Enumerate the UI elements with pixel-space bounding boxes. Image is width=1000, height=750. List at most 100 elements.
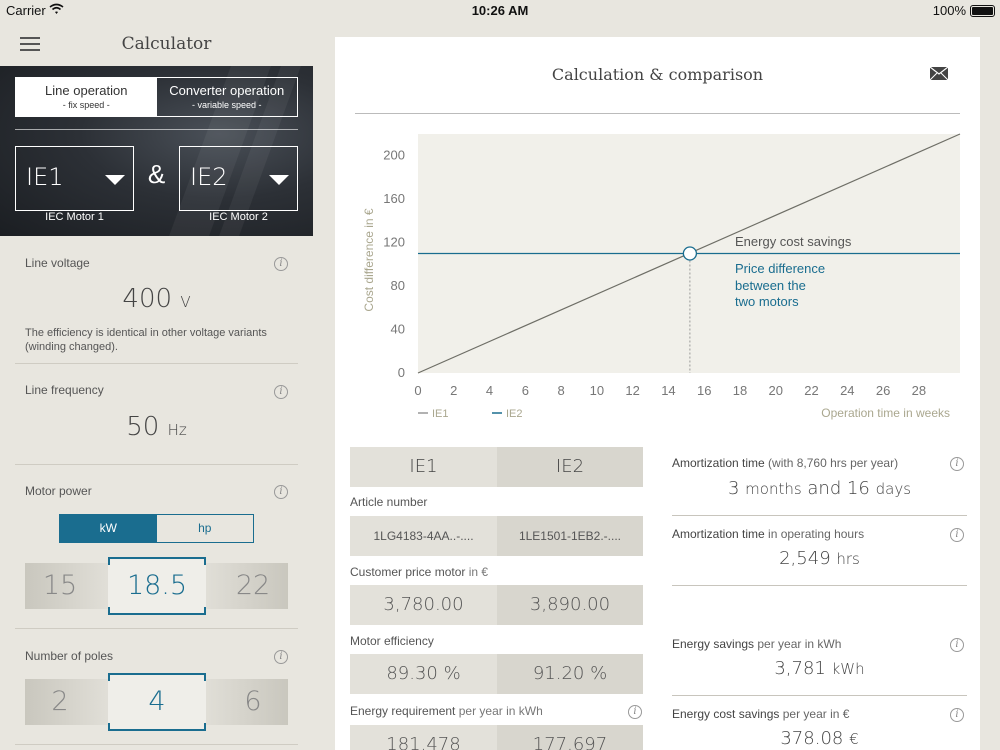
picker-selection-frame [108, 673, 206, 731]
legend-label-ie1: IE1 [432, 408, 449, 420]
motor2-caption: IEC Motor 2 [209, 211, 268, 223]
x-axis-label: Operation time in weeks [821, 406, 950, 420]
divider [15, 628, 298, 629]
info-icon[interactable]: i [274, 485, 288, 499]
y-tick-label: 40 [391, 322, 405, 337]
y-tick-label: 200 [383, 148, 405, 163]
motor2-dropdown[interactable]: IE2 [179, 146, 298, 211]
info-icon[interactable]: i [274, 385, 288, 399]
legend-label-ie2: IE2 [506, 408, 523, 420]
hp-option[interactable]: hp [198, 521, 212, 535]
page-title: Calculation & comparison [551, 65, 764, 84]
status-bar: Carrier 10:26 AM 100% [0, 0, 1000, 22]
envelope-icon[interactable] [930, 67, 948, 80]
divider [15, 129, 298, 130]
picker-selected-value: 4 [148, 686, 166, 717]
x-tick-label: 12 [625, 383, 639, 398]
y-tick-label: 80 [391, 278, 405, 293]
info-icon[interactable]: i [950, 528, 964, 542]
price-annotation-line1: Price difference [735, 261, 825, 276]
power-unit-toggle: kW hp [59, 514, 254, 543]
line-voltage-value: 400 V [122, 284, 191, 314]
info-icon[interactable]: i [274, 257, 288, 271]
motor-selection-panel: Line operation - fix speed - Converter o… [0, 66, 313, 236]
energy-requirement-label: Energy requirement per year in kWh [350, 704, 543, 718]
table-header-ie2: IE2 [497, 447, 643, 487]
divider [672, 515, 967, 516]
motor-power-picker[interactable]: 15 18.5 22 [25, 557, 288, 615]
motor-efficiency-ie1: 89.30 % [350, 654, 497, 694]
y-tick-label: 120 [383, 235, 405, 250]
energy-cost-savings-value: 378.08 € [780, 728, 859, 749]
price-annotation-line2: between the [735, 278, 806, 293]
line-operation-option[interactable]: Line operation - fix speed - [16, 78, 157, 116]
kw-option[interactable]: kW [60, 515, 157, 542]
y-tick-labels: 0 40 80 120 160 200 [383, 148, 405, 380]
energy-requirement-ie1: 181,478 [350, 725, 497, 750]
x-tick-label: 24 [840, 383, 854, 398]
hamburger-menu-icon[interactable] [20, 37, 40, 51]
ampersand: & [147, 159, 166, 189]
x-tick-label: 10 [590, 383, 604, 398]
poles-picker[interactable]: 2 4 6 [25, 673, 288, 731]
amortization-hours-value: 2,549 hrs [779, 548, 860, 569]
x-tick-label: 20 [769, 383, 783, 398]
x-tick-label: 14 [661, 383, 675, 398]
y-axis-label: Cost difference in € [362, 208, 376, 311]
energy-savings-value: 3,781 kWh [774, 658, 865, 679]
dropdown-arrow-icon [105, 175, 125, 185]
x-tick-label: 28 [912, 383, 926, 398]
picker-next-value[interactable]: 6 [244, 686, 262, 717]
x-tick-label: 6 [522, 383, 529, 398]
voltage-note: The efficiency is identical in other vol… [25, 327, 267, 353]
x-tick-label: 18 [733, 383, 747, 398]
carrier-label: Carrier [6, 3, 46, 18]
article-number-label: Article number [350, 495, 428, 509]
clock: 10:26 AM [471, 3, 529, 18]
motor1-caption: IEC Motor 1 [45, 211, 104, 223]
amortization-time-label: Amortization time (with 8,760 hrs per ye… [672, 456, 899, 470]
table-header-ie1: IE1 [350, 447, 497, 487]
motor-efficiency-ie2: 91.20 % [497, 654, 643, 694]
divider [672, 695, 967, 696]
picker-prev-value[interactable]: 2 [51, 686, 69, 717]
amortization-hours-label: Amortization time in operating hours [672, 527, 865, 541]
info-icon[interactable]: i [274, 650, 288, 664]
customer-price-ie1: 3,780.00 [350, 585, 497, 625]
motor1-dropdown[interactable]: IE1 [15, 146, 134, 211]
picker-selected-value: 18.5 [126, 570, 188, 601]
x-tick-label: 22 [804, 383, 818, 398]
legend: IE1 IE2 [418, 408, 523, 420]
wifi-icon [49, 3, 64, 14]
line-frequency-value: 50 Hz [126, 412, 187, 442]
info-icon[interactable]: i [950, 708, 964, 722]
picker-prev-value[interactable]: 15 [42, 570, 78, 601]
picker-selection-frame [108, 557, 206, 615]
motor-power-label: Motor power [25, 484, 92, 498]
intersection-marker [682, 246, 698, 261]
info-icon[interactable]: i [950, 638, 964, 652]
x-tick-labels: 0 2 4 6 8 10 12 14 16 18 20 22 24 26 28 [414, 383, 926, 398]
info-icon[interactable]: i [950, 457, 964, 471]
price-annotation-line3: two motors [735, 294, 799, 309]
energy-requirement-ie2: 177,697 [497, 725, 643, 750]
sidebar-title: Calculator [121, 34, 212, 54]
y-tick-label: 160 [383, 191, 405, 206]
x-tick-label: 4 [486, 383, 493, 398]
x-tick-label: 2 [450, 383, 457, 398]
article-number-ie1: 1LG4183-4AA..-.... [350, 516, 497, 556]
line-frequency-label: Line frequency [25, 383, 104, 397]
picker-next-value[interactable]: 22 [235, 570, 271, 601]
operation-mode-segmented-control: Line operation - fix speed - Converter o… [15, 77, 298, 117]
x-tick-label: 0 [414, 383, 421, 398]
info-icon[interactable]: i [628, 705, 642, 719]
customer-price-label: Customer price motor in € [350, 565, 489, 579]
line-voltage-label: Line voltage [25, 256, 90, 270]
divider [15, 744, 298, 745]
article-number-ie2: 1LE1501-1EB2.-.... [497, 516, 643, 556]
sidebar: Calculator Line operation - fix speed - … [0, 22, 313, 750]
battery-percent: 100% [932, 3, 966, 18]
battery-icon [970, 5, 995, 17]
poles-label: Number of poles [25, 649, 114, 663]
converter-operation-option[interactable]: Converter operation - variable speed - [169, 83, 285, 110]
